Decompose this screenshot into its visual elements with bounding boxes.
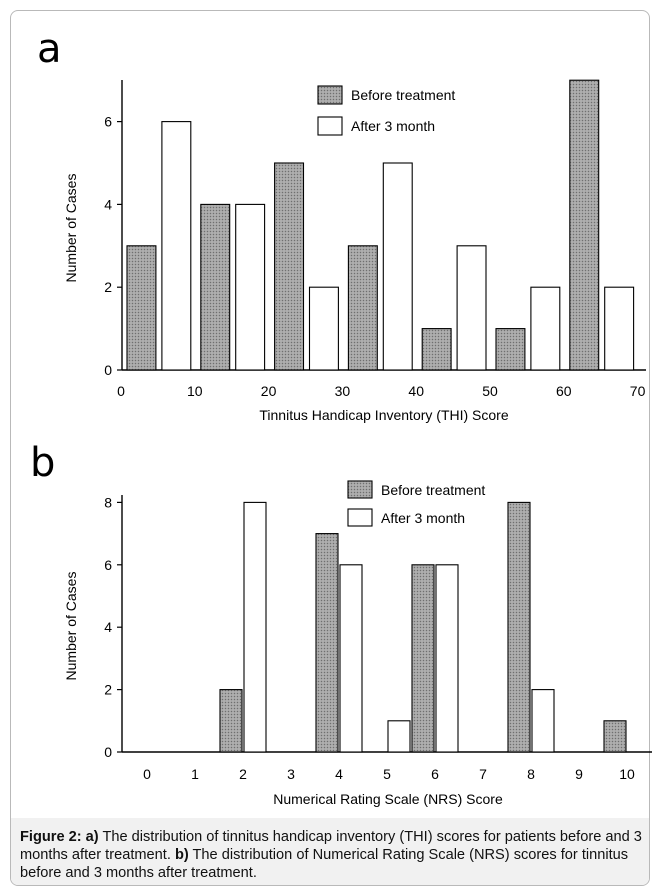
y-tick-label: 6 xyxy=(104,557,112,573)
y-tick-label: 6 xyxy=(104,114,112,130)
x-axis-label: Numerical Rating Scale (NRS) Score xyxy=(273,791,503,807)
x-tick-label: 7 xyxy=(479,766,487,782)
legend-swatch xyxy=(317,116,343,136)
legend-swatch xyxy=(347,508,373,527)
y-tick-label: 0 xyxy=(104,744,112,760)
bar-before xyxy=(495,328,526,371)
x-tick-label: 4 xyxy=(335,766,343,782)
bar-after xyxy=(387,720,411,753)
bar-after xyxy=(531,689,555,753)
y-tick-label: 2 xyxy=(104,279,112,295)
bar-before xyxy=(569,79,600,371)
x-tick-label: 9 xyxy=(575,766,583,782)
bar-after xyxy=(530,286,561,371)
bar-before xyxy=(347,245,378,371)
x-tick-label: 8 xyxy=(527,766,535,782)
bar-before xyxy=(507,501,531,753)
x-tick-label: 70 xyxy=(630,383,646,399)
bar-before xyxy=(421,328,452,371)
caption-b-label: b) xyxy=(174,847,189,863)
x-tick-label: 0 xyxy=(117,383,125,399)
legend-label: After 3 month xyxy=(351,118,435,134)
bar-before xyxy=(126,245,157,371)
bar-after xyxy=(456,245,487,371)
bar-after xyxy=(308,286,339,371)
x-tick-label: 10 xyxy=(619,766,635,782)
bar-before xyxy=(219,689,243,753)
x-tick-label: 6 xyxy=(431,766,439,782)
y-tick-label: 2 xyxy=(104,682,112,698)
bar-after xyxy=(243,501,267,753)
bar-before xyxy=(200,203,231,371)
legend-label: Before treatment xyxy=(351,87,455,103)
legend-label: Before treatment xyxy=(381,482,485,498)
x-tick-label: 50 xyxy=(482,383,498,399)
x-tick-label: 0 xyxy=(143,766,151,782)
bar-before xyxy=(315,533,339,753)
x-tick-label: 30 xyxy=(335,383,351,399)
caption-a-label: Figure 2: a) xyxy=(20,829,99,845)
bar-after xyxy=(604,286,635,371)
x-tick-label: 3 xyxy=(287,766,295,782)
caption-a-text: The distribution of tinnitus handicap in… xyxy=(20,829,642,863)
bar-before xyxy=(603,720,627,753)
y-tick-label: 4 xyxy=(104,196,112,212)
bar-before xyxy=(411,564,435,753)
x-tick-label: 60 xyxy=(556,383,572,399)
bar-after xyxy=(339,564,363,753)
panel-b-label: b xyxy=(30,440,55,486)
legend-swatch xyxy=(347,480,373,499)
x-tick-label: 40 xyxy=(408,383,424,399)
bar-after xyxy=(235,203,266,371)
figure-caption: Figure 2: a) The distribution of tinnitu… xyxy=(20,828,650,882)
y-axis-label: Number of Cases xyxy=(63,572,79,681)
x-tick-label: 5 xyxy=(383,766,391,782)
bar-after xyxy=(382,162,413,371)
x-tick-label: 2 xyxy=(239,766,247,782)
y-tick-label: 4 xyxy=(104,619,112,635)
y-tick-label: 0 xyxy=(104,362,112,378)
y-tick-label: 8 xyxy=(104,494,112,510)
caption-b-text: The distribution of Numerical Rating Sca… xyxy=(20,847,629,881)
x-tick-label: 10 xyxy=(187,383,203,399)
bar-after xyxy=(161,121,192,371)
legend-swatch xyxy=(317,85,343,105)
x-tick-label: 20 xyxy=(261,383,277,399)
panel-a-label: a xyxy=(37,26,62,72)
legend-label: After 3 month xyxy=(381,510,465,526)
x-tick-label: 1 xyxy=(191,766,199,782)
panel-b-chart: b 0 2 4 6 8 0 1 2 3 4 5 6 7 8 9 10 Numerical Rating Scale… xyxy=(30,440,652,807)
figure-frame xyxy=(10,10,650,886)
x-axis-label: Tinnitus Handicap Inventory (THI) Score xyxy=(259,407,508,423)
bar-before xyxy=(274,162,305,371)
bar-after xyxy=(435,564,459,753)
y-axis-label: Number of Cases xyxy=(63,174,79,283)
caption-background xyxy=(11,818,649,885)
